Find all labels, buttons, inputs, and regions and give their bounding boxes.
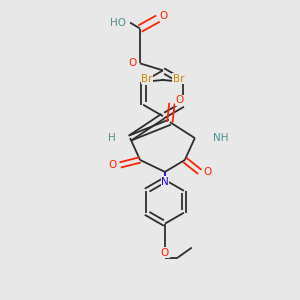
Text: HO: HO <box>110 18 126 28</box>
Text: Br: Br <box>173 74 184 84</box>
Text: O: O <box>161 248 169 257</box>
Text: O: O <box>128 58 137 68</box>
Text: Br: Br <box>141 74 153 84</box>
Text: H: H <box>108 133 116 143</box>
Text: NH: NH <box>213 133 228 143</box>
Text: N: N <box>161 177 169 187</box>
Text: O: O <box>160 11 168 21</box>
Text: O: O <box>176 95 184 105</box>
Text: O: O <box>204 167 212 177</box>
Text: O: O <box>108 160 116 170</box>
